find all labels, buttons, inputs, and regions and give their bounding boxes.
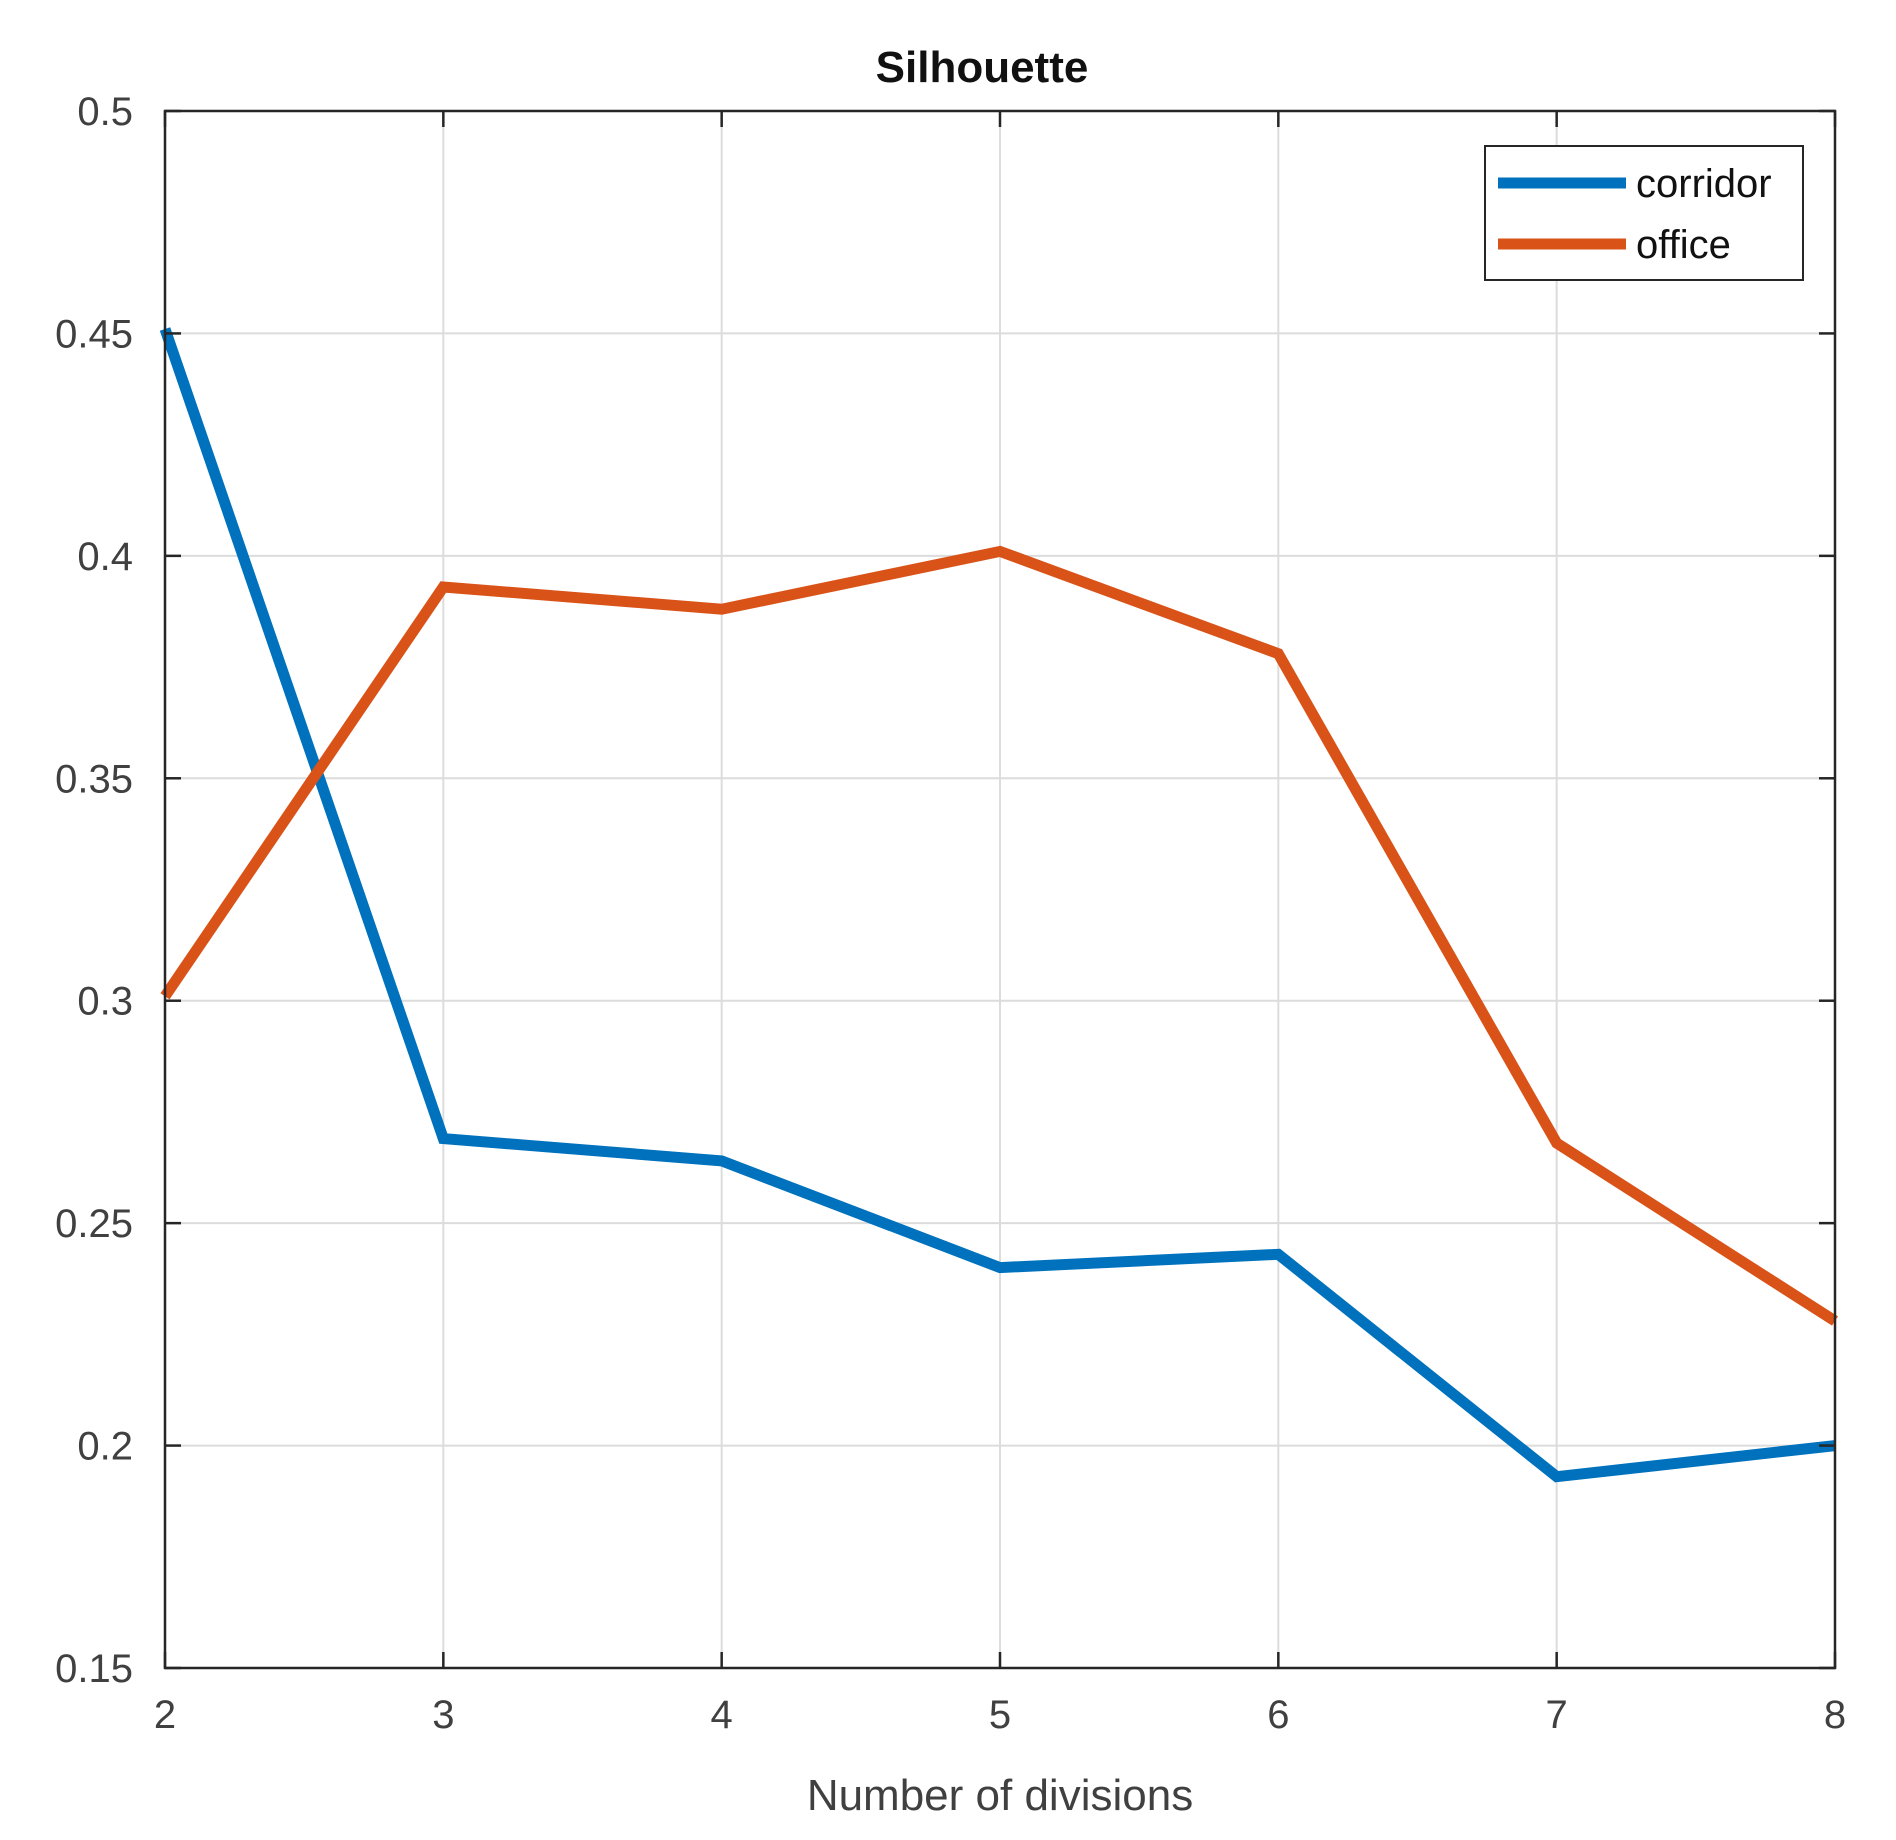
x-tick-label: 2 xyxy=(154,1693,176,1737)
series-line-corridor xyxy=(159,327,1836,1483)
y-tick-label: 0.5 xyxy=(77,90,133,134)
series-line-office xyxy=(160,545,1838,1326)
x-tick-label: 5 xyxy=(989,1693,1011,1737)
x-axis-title: Number of divisions xyxy=(807,1771,1193,1820)
y-tick-label: 0.4 xyxy=(77,535,133,579)
x-tick-labels: 2 3 4 5 6 7 8 xyxy=(154,1693,1846,1737)
axis-ticks xyxy=(163,109,1837,1670)
y-tick-label: 0.35 xyxy=(55,757,133,801)
legend-label-office: office xyxy=(1636,223,1731,267)
y-tick-label: 0.45 xyxy=(55,312,133,356)
y-tick-label: 0.2 xyxy=(77,1425,133,1469)
x-tick-label: 4 xyxy=(711,1693,733,1737)
chart-title: Silhouette xyxy=(876,43,1089,92)
y-tick-label: 0.3 xyxy=(77,980,133,1024)
x-tick-label: 3 xyxy=(432,1693,454,1737)
legend-box xyxy=(1484,145,1804,281)
legend-label-corridor: corridor xyxy=(1636,162,1772,206)
x-tick-label: 8 xyxy=(1824,1693,1846,1737)
y-tick-label: 0.15 xyxy=(55,1647,133,1691)
y-tick-labels: 0.15 0.2 0.25 0.3 0.35 0.4 0.45 0.5 xyxy=(55,90,133,1691)
x-tick-label: 7 xyxy=(1546,1693,1568,1737)
x-tick-label: 6 xyxy=(1267,1693,1289,1737)
gridlines xyxy=(165,111,1835,1668)
y-tick-label: 0.25 xyxy=(55,1202,133,1246)
legend: corridor office xyxy=(1484,145,1804,281)
series-lines xyxy=(159,327,1838,1483)
